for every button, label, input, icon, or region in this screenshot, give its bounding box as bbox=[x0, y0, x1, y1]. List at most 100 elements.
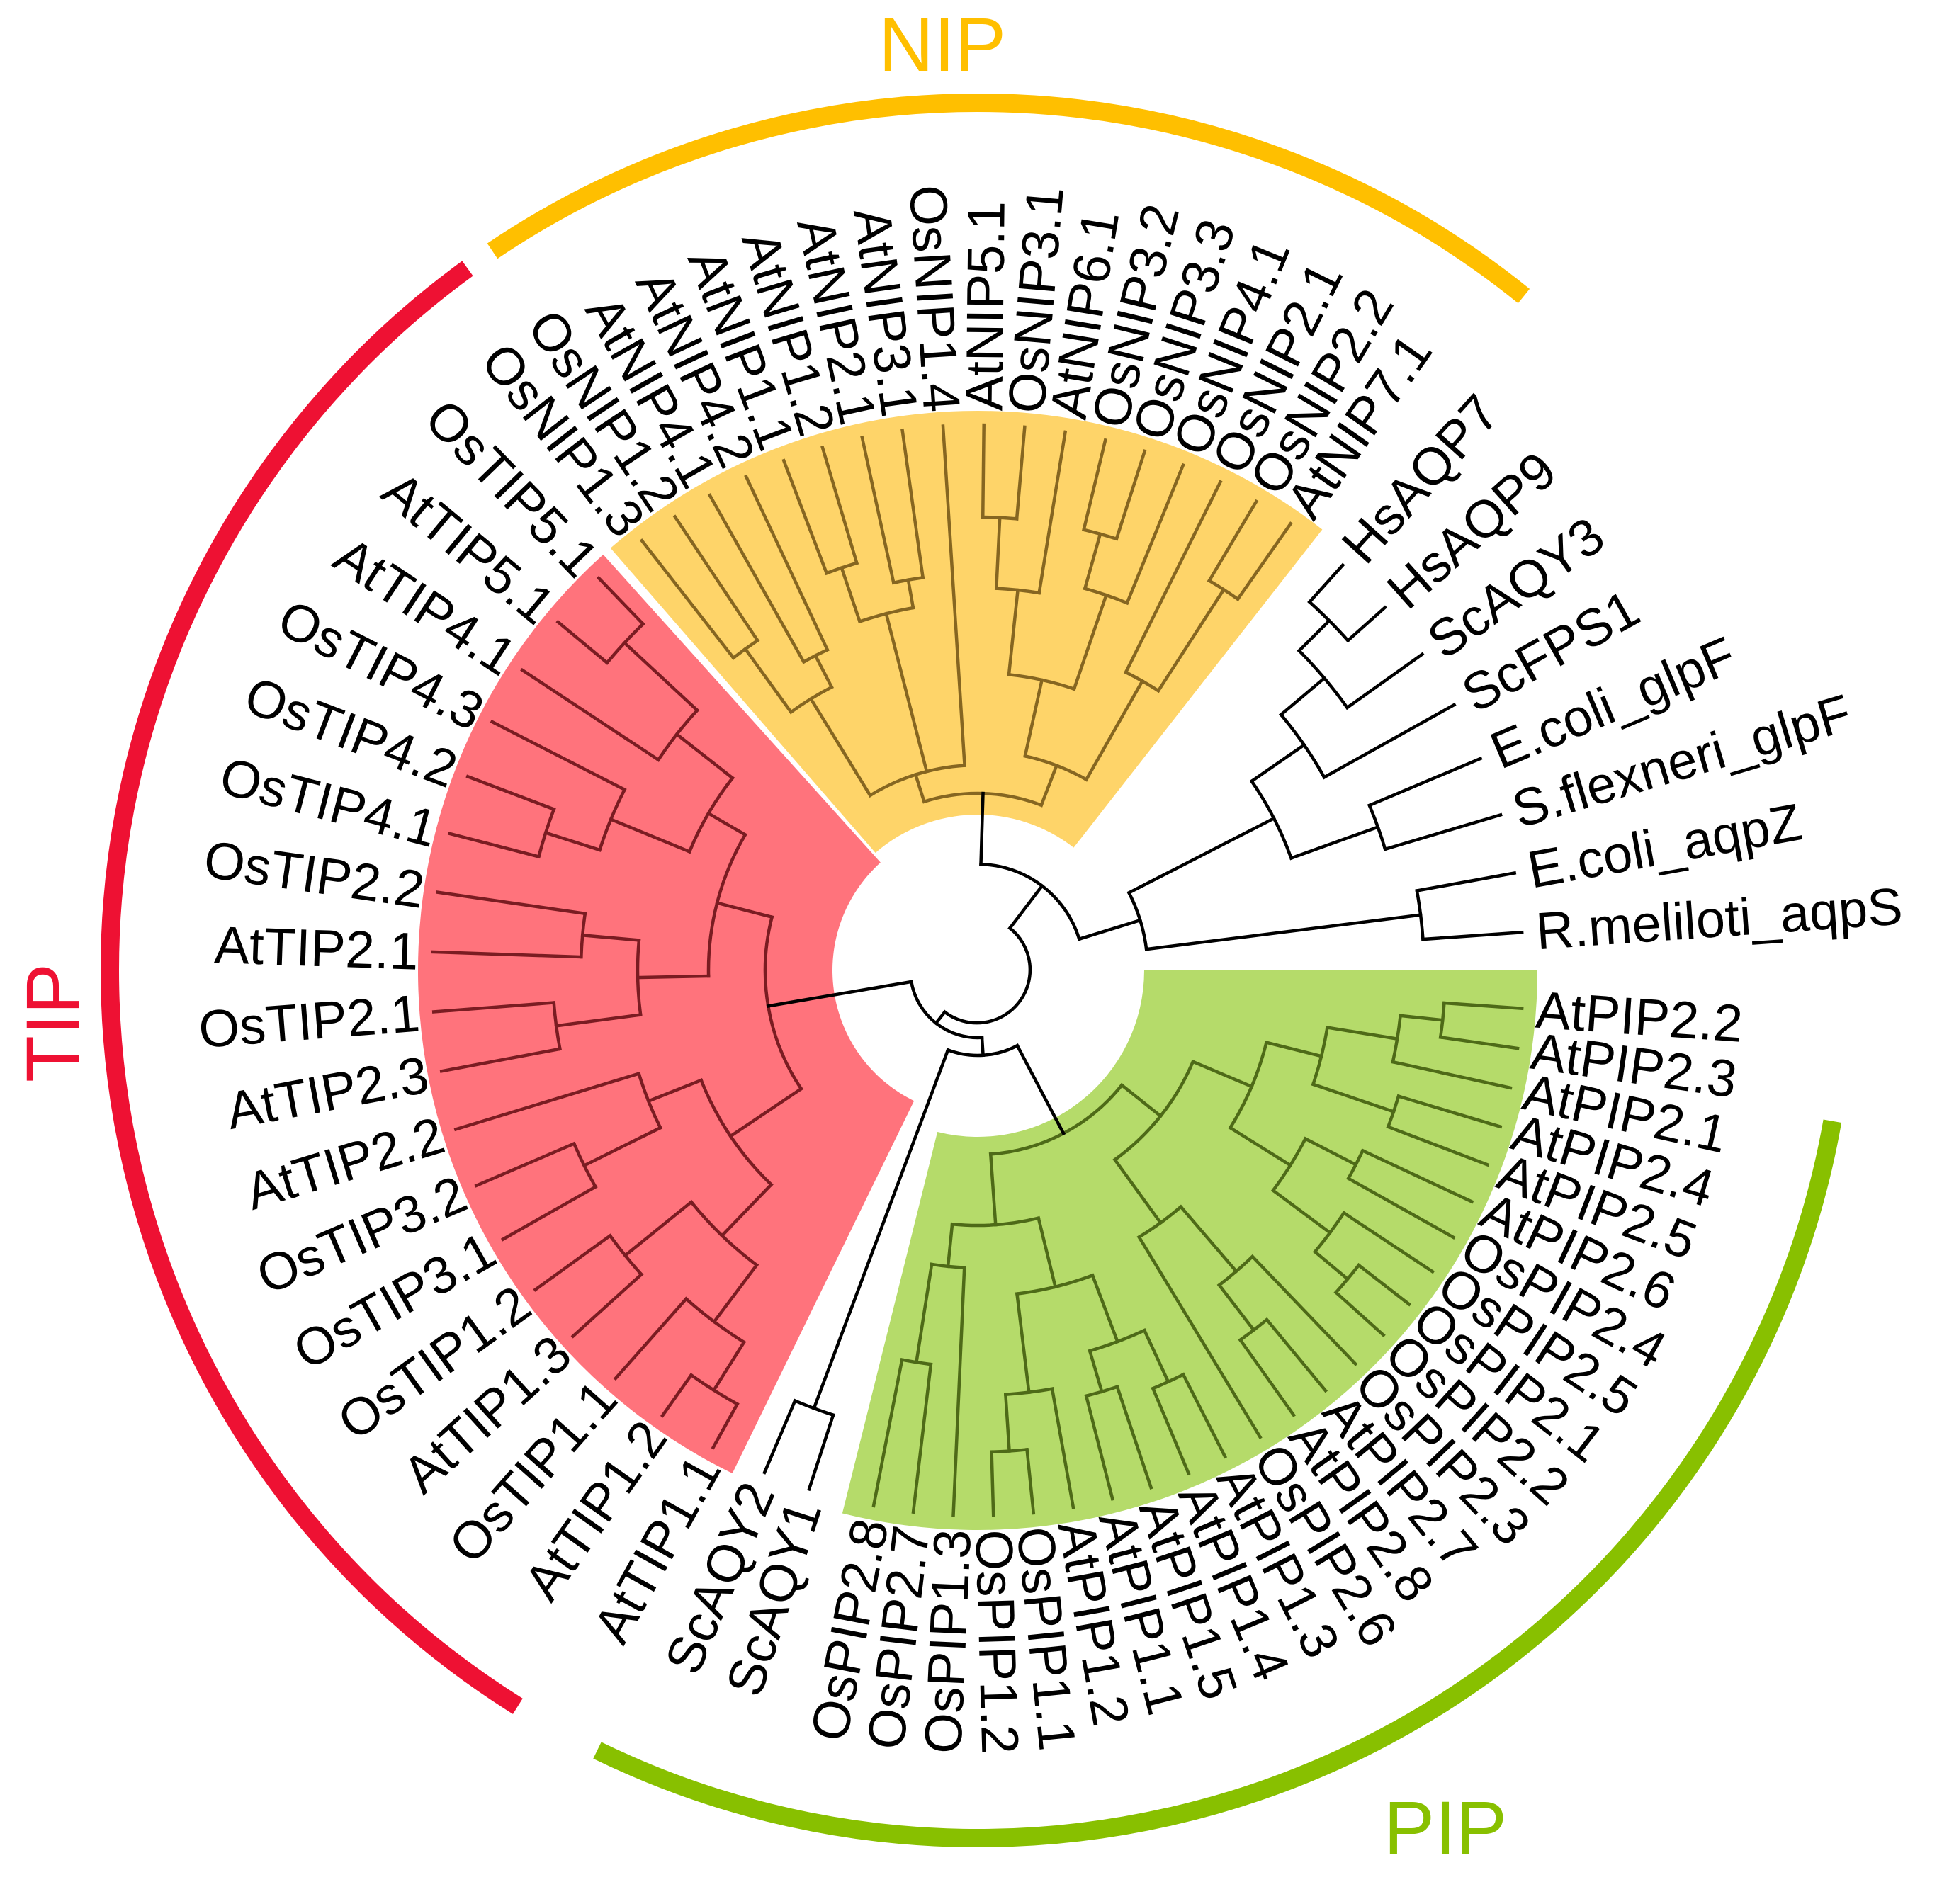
branch-147 bbox=[684, 1296, 747, 1345]
branch-24 bbox=[900, 428, 925, 579]
branch-60 bbox=[1307, 562, 1345, 604]
branch-95 bbox=[1346, 1176, 1456, 1240]
nip-clade-shade bbox=[610, 411, 1323, 853]
branch-152 bbox=[613, 1296, 689, 1381]
branch-86 bbox=[1311, 1082, 1396, 1114]
branch-188 bbox=[622, 640, 700, 713]
branch-layer bbox=[431, 423, 1524, 1517]
branch-96 bbox=[1270, 1188, 1333, 1235]
branch-156 bbox=[533, 1233, 613, 1292]
branch-25 bbox=[941, 424, 966, 767]
branch-171 bbox=[431, 1001, 556, 1014]
branch-143 bbox=[699, 1078, 774, 1187]
pip-group-ring bbox=[593, 1119, 1842, 1847]
branch-62 bbox=[1345, 652, 1425, 710]
branch-73 bbox=[1119, 1082, 1163, 1118]
branch-85 bbox=[1391, 1060, 1513, 1090]
branch-66 bbox=[1367, 756, 1483, 808]
branch-145 bbox=[689, 1199, 759, 1268]
branch-55 bbox=[1278, 712, 1327, 780]
branch-92 bbox=[1303, 1136, 1358, 1167]
branch-187 bbox=[520, 667, 661, 762]
branch-6 bbox=[742, 646, 794, 715]
branch-148 bbox=[711, 1339, 747, 1393]
branch-204 bbox=[1007, 883, 1045, 931]
branch-28 bbox=[1023, 678, 1044, 758]
branch-178 bbox=[609, 817, 692, 854]
branch-117 bbox=[1090, 1273, 1120, 1344]
leaf-label-ospip1-2: OsPIP1.2 bbox=[964, 1529, 1029, 1755]
branch-54 bbox=[1249, 742, 1306, 783]
branch-132 bbox=[1025, 1447, 1036, 1515]
branch-183 bbox=[465, 774, 556, 812]
branch-105 bbox=[1178, 1204, 1239, 1274]
branch-163 bbox=[453, 1071, 641, 1132]
branch-3 bbox=[853, 769, 873, 798]
branch-50 bbox=[1235, 521, 1293, 601]
branch-43 bbox=[1124, 463, 1185, 606]
branch-83 bbox=[1442, 1001, 1524, 1011]
branch-74 bbox=[1112, 1059, 1195, 1162]
branch-151 bbox=[660, 1373, 694, 1418]
branch-206 bbox=[942, 926, 1032, 1025]
branch-199 bbox=[811, 1048, 950, 1411]
branch-159 bbox=[582, 1126, 663, 1168]
branch-150 bbox=[711, 1402, 740, 1450]
branch-17 bbox=[840, 565, 862, 624]
branch-113 bbox=[988, 1152, 998, 1227]
branch-119 bbox=[1142, 1328, 1170, 1384]
branch-202 bbox=[766, 980, 913, 1008]
branch-174 bbox=[431, 950, 583, 959]
branch-30 bbox=[1007, 588, 1020, 676]
branch-64 bbox=[1289, 824, 1380, 861]
branch-108 bbox=[1216, 1283, 1256, 1332]
branch-98 bbox=[1341, 1211, 1435, 1274]
leaf-label-ospip1-3: OsPIP1.3 bbox=[913, 1528, 982, 1755]
branch-63 bbox=[1322, 702, 1457, 780]
branch-180 bbox=[543, 830, 602, 852]
branch-36 bbox=[1037, 430, 1068, 595]
branch-139 bbox=[911, 1362, 933, 1514]
branch-167 bbox=[636, 938, 643, 1017]
branch-166 bbox=[636, 974, 711, 980]
branch-1 bbox=[913, 772, 927, 804]
branch-10 bbox=[813, 653, 834, 690]
leaf-label-osnip1-4: OsNIP1.4 bbox=[898, 183, 971, 414]
branch-190 bbox=[555, 619, 610, 665]
branch-35 bbox=[1015, 425, 1027, 521]
branch-142 bbox=[728, 1087, 803, 1139]
group-label-pip: PIP bbox=[1384, 1785, 1507, 1871]
branch-58 bbox=[1297, 618, 1332, 653]
branch-146 bbox=[711, 1262, 759, 1325]
branch-99 bbox=[1312, 1250, 1350, 1281]
branch-53 bbox=[1249, 778, 1294, 861]
branch-67 bbox=[1383, 812, 1503, 851]
branch-123 bbox=[1088, 1349, 1104, 1394]
group-ring-layer bbox=[101, 94, 1842, 1847]
branch-170 bbox=[439, 1047, 562, 1073]
clade-shading-layer bbox=[418, 411, 1537, 1530]
branch-153 bbox=[623, 1199, 694, 1258]
branch-161 bbox=[500, 1184, 598, 1242]
branch-101 bbox=[1356, 1263, 1412, 1307]
branch-182 bbox=[447, 832, 541, 859]
branch-157 bbox=[646, 1078, 704, 1104]
branch-201 bbox=[980, 1036, 985, 1058]
branch-194 bbox=[762, 1398, 798, 1475]
branch-75 bbox=[1190, 1059, 1254, 1089]
tip-group-ring bbox=[101, 261, 523, 1714]
branch-77 bbox=[1264, 1040, 1323, 1058]
branch-115 bbox=[1037, 1216, 1058, 1289]
branch-176 bbox=[706, 811, 747, 837]
branch-39 bbox=[1083, 532, 1102, 591]
branch-203 bbox=[909, 980, 984, 1040]
leaf-label-atpip2-2: AtPIP2.2 bbox=[1534, 980, 1744, 1053]
branch-175 bbox=[436, 890, 587, 916]
branch-70 bbox=[1415, 871, 1517, 893]
pip-clade-shade bbox=[842, 970, 1537, 1530]
branch-20 bbox=[820, 446, 859, 565]
branch-104 bbox=[1136, 1204, 1183, 1240]
branch-15 bbox=[884, 611, 913, 712]
branch-84 bbox=[1438, 1035, 1520, 1050]
